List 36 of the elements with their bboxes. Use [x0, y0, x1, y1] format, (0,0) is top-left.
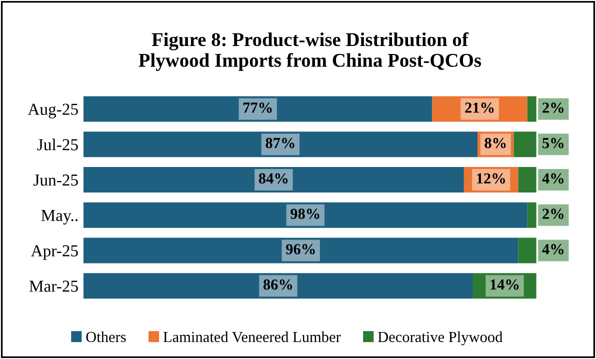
data-label: 98%	[290, 208, 320, 220]
bar	[83, 132, 478, 158]
y-tick-label: Jul-25	[37, 138, 78, 150]
bar	[518, 167, 536, 192]
chart-title: Figure 8: Product-wise Distribution of Plywood Imports from China Post-QCOs	[138, 32, 482, 71]
y-tick-label: Aug-25	[28, 104, 78, 118]
data-label: 8%	[484, 138, 506, 148]
data-label: 2%	[542, 102, 564, 113]
data-label: 87%	[266, 138, 294, 148]
legend-label: Others	[86, 331, 126, 342]
bar	[83, 96, 432, 122]
bar	[527, 202, 536, 228]
bar	[527, 96, 536, 122]
data-label: 12%	[477, 173, 505, 184]
data-label: 14%	[490, 279, 519, 290]
data-label: 84%	[258, 173, 288, 184]
data-label: 77%	[243, 102, 272, 113]
y-tick-label: Jun-25	[34, 174, 78, 186]
y-tick-label: Mar-25	[29, 280, 78, 292]
data-label: 96%	[286, 244, 315, 254]
data-label: 86%	[263, 279, 292, 290]
bar	[83, 273, 473, 299]
y-tick-label: Apr-25	[30, 245, 78, 260]
bar	[518, 238, 536, 264]
data-label: 5%	[542, 138, 564, 148]
data-label: 4%	[542, 244, 564, 254]
data-label: 2%	[542, 208, 564, 220]
bar	[83, 202, 528, 228]
y-tick-label: May..	[41, 210, 78, 224]
legend-label: Laminated Veneered Lumber	[163, 331, 341, 342]
data-label: 21%	[465, 102, 494, 113]
data-label: 4%	[542, 173, 564, 184]
bar	[514, 132, 536, 158]
bar	[83, 238, 518, 264]
legend-label: Decorative Plywood	[378, 331, 503, 346]
bar	[83, 167, 464, 192]
